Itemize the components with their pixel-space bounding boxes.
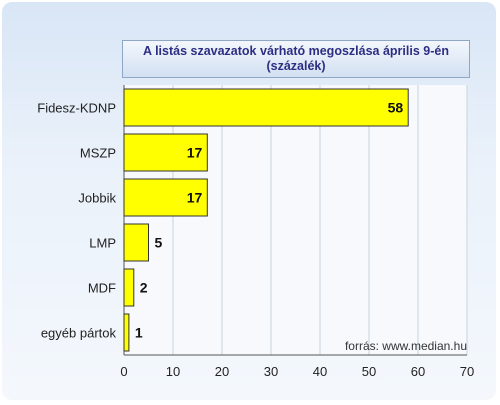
data-label: 1 [135,325,143,341]
data-label: 2 [140,280,148,296]
category-label: Jobbik [78,191,116,206]
source-annotation: forrás: www.median.hu [345,339,467,353]
x-tick-label: 0 [120,364,127,379]
bar [123,133,208,172]
x-tick-label: 40 [313,364,327,379]
bar [123,178,208,217]
chart-subtitle: (százalék) [266,59,326,73]
bar [123,268,135,307]
x-tick-label: 20 [215,364,229,379]
bar [123,223,149,262]
data-label: 58 [388,100,404,116]
data-label: 17 [187,190,203,206]
category-label: egyéb pártok [41,326,117,341]
x-tick-label: 30 [264,364,278,379]
data-label: 17 [187,145,203,161]
plot-area [124,85,467,355]
x-tick-label: 60 [411,364,425,379]
chart-title: A listás szavazatok várható megoszlása á… [143,44,449,58]
x-tick-label: 70 [460,364,474,379]
bar [123,88,409,127]
x-tick-label: 10 [166,364,180,379]
chart-title-box: A listás szavazatok várható megoszlása á… [122,40,470,78]
category-label: MDF [88,281,116,296]
bar [123,313,130,352]
data-label: 5 [155,235,163,251]
category-label: MSZP [80,146,116,161]
category-label: LMP [89,236,116,251]
x-tick-label: 50 [362,364,376,379]
category-label: Fidesz-KDNP [37,101,116,116]
